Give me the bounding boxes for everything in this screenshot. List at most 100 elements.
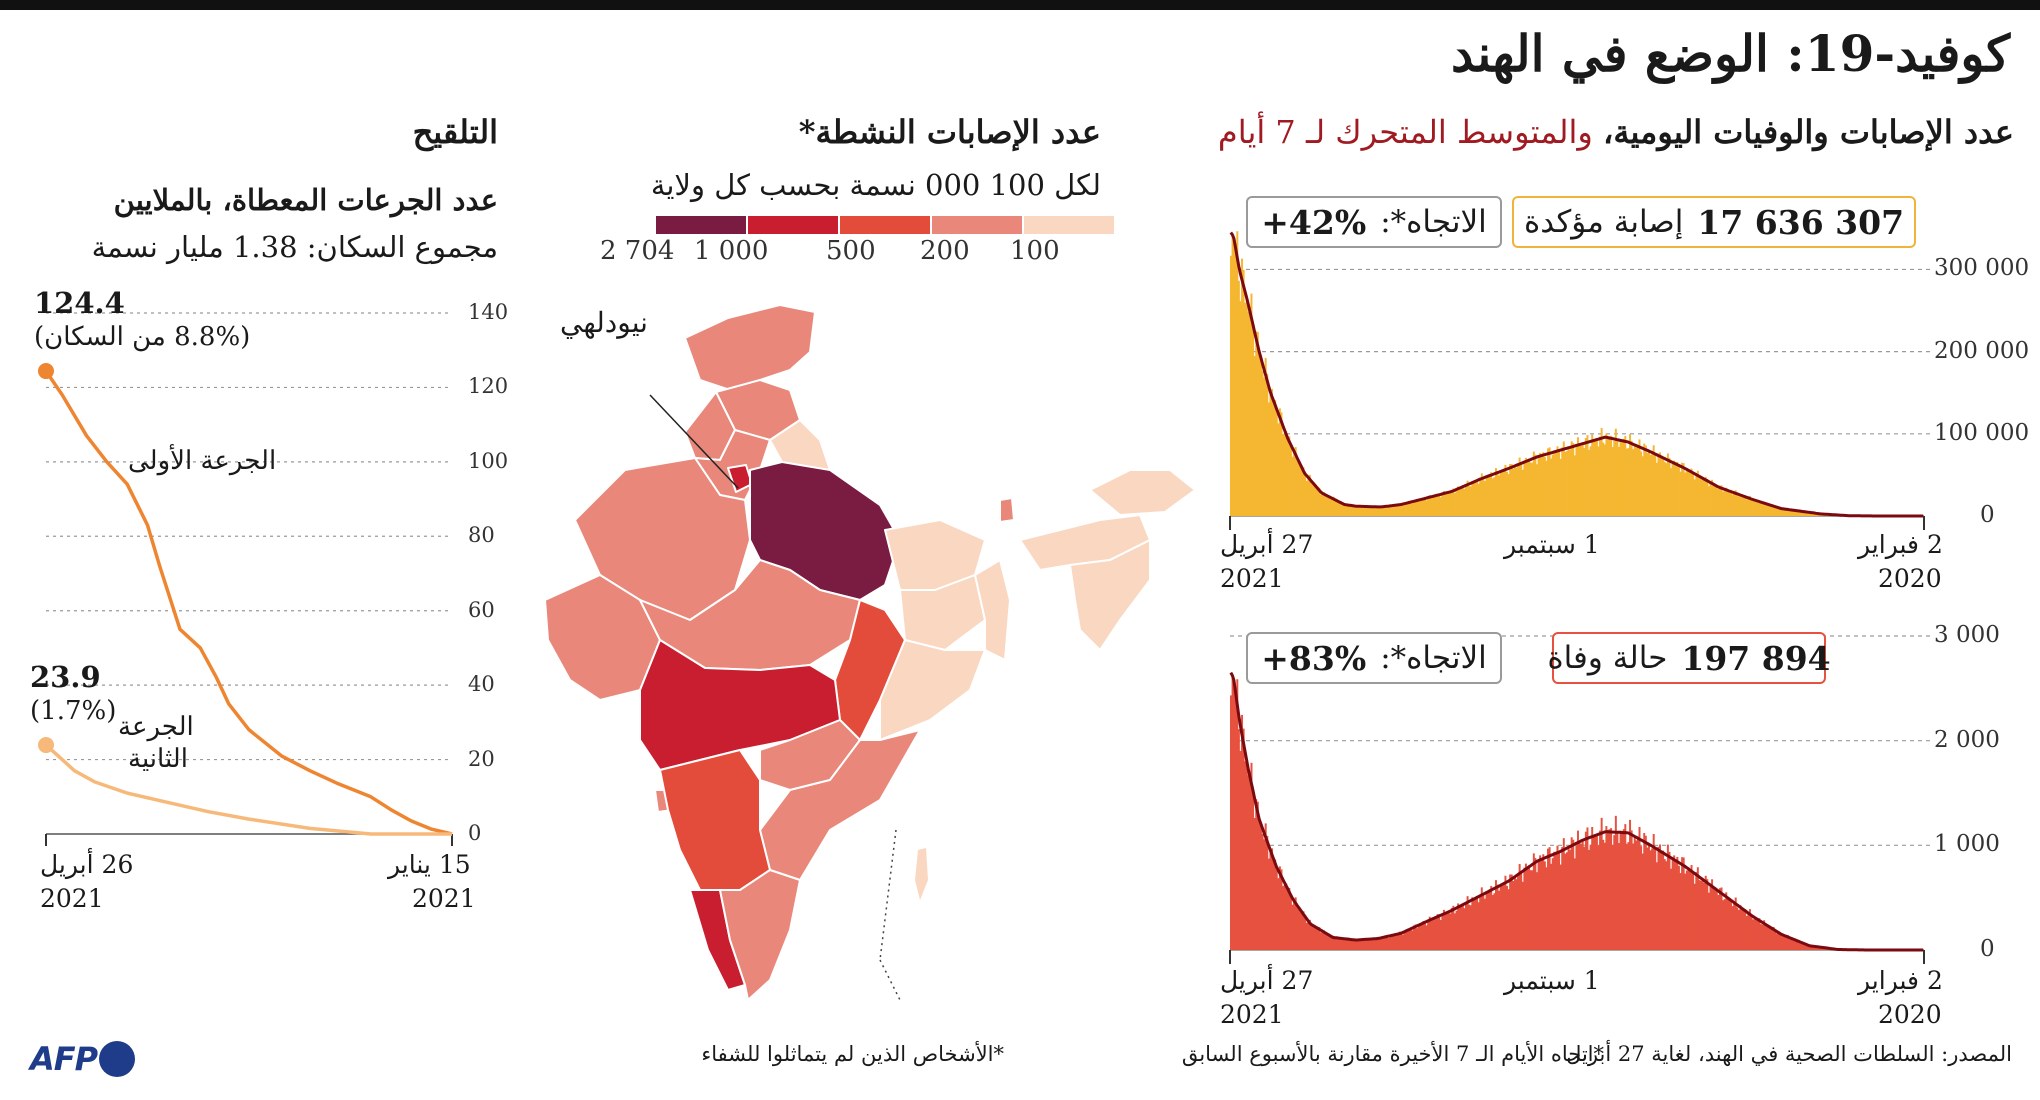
deaths-bar [1330, 936, 1333, 950]
deaths-bar [1782, 934, 1785, 950]
deaths-bar [1510, 874, 1513, 950]
cases-bar [1239, 301, 1242, 516]
cases-bar [1263, 377, 1266, 516]
deaths-bar [1239, 750, 1242, 950]
deaths-bar [1772, 927, 1775, 950]
cases-bar [1392, 505, 1395, 516]
cases-bar [1752, 500, 1755, 516]
deaths-total: 197 894 [1681, 638, 1831, 678]
cases-bar [1237, 280, 1240, 516]
deaths-bar [1283, 885, 1286, 950]
deaths-bar [1349, 940, 1352, 950]
vacc-y-tick: 20 [468, 746, 495, 771]
cases-bar [1364, 507, 1367, 516]
cases-bar [1704, 476, 1707, 516]
legend-swatch [748, 216, 838, 234]
deaths-bar [1726, 897, 1729, 950]
deaths-bar [1253, 817, 1256, 950]
cases-bar [1630, 440, 1633, 516]
trend-note: *اتجاه الأيام الـ 7 الأخيرة مقارنة بالأس… [1181, 1042, 1604, 1066]
cases-bar [1469, 486, 1472, 516]
cases-bar [1592, 439, 1595, 516]
cases-bar [1687, 469, 1690, 516]
deaths-bar [1629, 819, 1632, 950]
deaths-bar [1521, 881, 1524, 950]
map-region-karnataka [659, 749, 771, 891]
deaths-bar [1618, 843, 1620, 950]
cases-bar [1291, 456, 1294, 516]
cases-bar [1665, 463, 1668, 516]
cases-x-mid: 1 سبتمبر [1504, 530, 1600, 559]
cases-bar [1343, 505, 1346, 516]
cases-bar [1663, 461, 1666, 516]
cases-bar [1414, 499, 1417, 516]
deaths-bar [1745, 915, 1748, 950]
legend-label: 500 [826, 236, 876, 266]
deaths-bar [1280, 869, 1283, 950]
cases-bar [1431, 497, 1434, 516]
cases-bar [1674, 463, 1677, 516]
deaths-bar [1356, 939, 1359, 950]
legend-label: 2 704 [600, 236, 675, 266]
deaths-bar [1804, 944, 1807, 950]
deaths-bar [1476, 895, 1479, 950]
deaths-bar [1296, 907, 1299, 950]
deaths-bar [1564, 853, 1567, 950]
deaths-bar [1518, 864, 1521, 950]
cases-bar [1542, 452, 1545, 516]
cases-bar [1610, 435, 1613, 516]
deaths-bar [1752, 919, 1755, 950]
cases-bar [1425, 500, 1428, 516]
cases-bar [1766, 504, 1769, 516]
deaths-bar [1636, 836, 1639, 950]
cases-bar [1446, 493, 1449, 516]
cases-bar [1545, 460, 1548, 516]
deaths-bar [1501, 885, 1504, 950]
cases-bar [1619, 439, 1622, 516]
cases-bar [1335, 501, 1338, 516]
cases-bar [1586, 435, 1589, 516]
cases-bar [1330, 497, 1333, 516]
deaths-bar [1515, 879, 1518, 950]
cases-bar [1334, 500, 1337, 516]
cases-y-tick: 100 000 [1934, 419, 2030, 446]
deaths-label: حالة وفاة [1547, 640, 1668, 676]
deaths-bar [1660, 852, 1663, 950]
cases-bar [1659, 452, 1661, 516]
cases-bar [1812, 512, 1814, 516]
deaths-bar [1786, 935, 1789, 950]
cases-bar [1233, 242, 1236, 516]
deaths-bar [1696, 867, 1699, 950]
cases-bar [1338, 501, 1341, 516]
deaths-bar [1808, 945, 1811, 950]
cases-bar [1783, 509, 1786, 516]
deaths-bar [1690, 865, 1693, 950]
cases-bar [1390, 504, 1393, 516]
cases-bar [1346, 503, 1349, 516]
cases-bar [1341, 503, 1344, 516]
vacc-y-tick: 120 [468, 374, 509, 399]
deaths-bar [1509, 874, 1512, 950]
deaths-bar [1657, 846, 1660, 950]
deaths-bar [1763, 920, 1766, 950]
cases-bar [1540, 455, 1543, 516]
vacc-dose2-line [44, 743, 452, 836]
cases-bar [1594, 439, 1597, 516]
map-region-sikkim [999, 497, 1015, 523]
deaths-bar [1778, 932, 1781, 950]
deaths-bar [1310, 924, 1313, 950]
legend-label: 200 [920, 236, 970, 266]
cases-bar [1524, 457, 1527, 516]
deaths-bar [1520, 872, 1523, 950]
deaths-bar [1446, 913, 1449, 950]
deaths-bar [1799, 942, 1802, 950]
deaths-bar [1586, 827, 1589, 950]
dose2-value: 23.9 [30, 660, 101, 694]
cases-bar [1269, 392, 1272, 516]
cases-bar [1769, 505, 1772, 516]
deaths-bar [1810, 945, 1813, 950]
deaths-bar [1712, 887, 1715, 950]
cases-bar [1547, 448, 1550, 516]
cases-bar [1259, 355, 1262, 516]
cases-bar [1673, 460, 1676, 516]
